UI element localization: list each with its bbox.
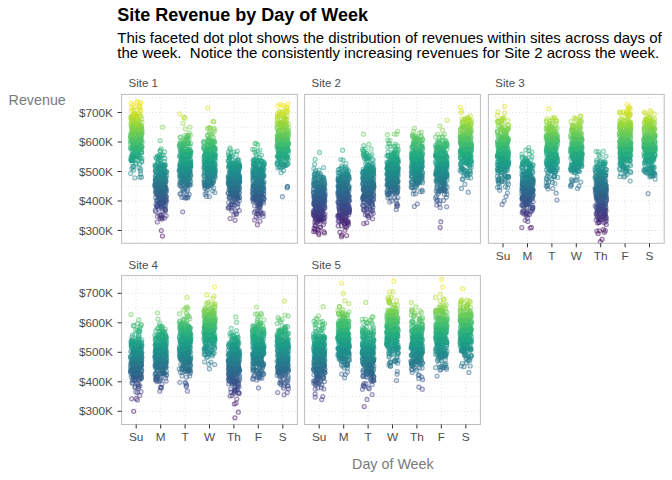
svg-text:Su: Su [129, 430, 143, 444]
svg-text:W: W [204, 430, 216, 444]
svg-text:S: S [646, 249, 654, 263]
svg-text:Site 1: Site 1 [129, 77, 158, 89]
svg-text:$400K: $400K [79, 375, 113, 389]
svg-text:Th: Th [594, 249, 608, 263]
svg-text:Site Revenue by Day of Week: Site Revenue by Day of Week [117, 5, 369, 25]
svg-text:W: W [387, 430, 399, 444]
svg-text:Revenue: Revenue [9, 92, 66, 108]
svg-text:$300K: $300K [79, 224, 113, 238]
svg-text:F: F [438, 430, 445, 444]
svg-text:$500K: $500K [79, 165, 113, 179]
svg-text:Th: Th [227, 430, 241, 444]
svg-text:$600K: $600K [79, 135, 113, 149]
svg-text:$400K: $400K [79, 194, 113, 208]
svg-text:Site 2: Site 2 [312, 77, 341, 89]
svg-text:$500K: $500K [79, 345, 113, 359]
svg-text:Su: Su [496, 249, 510, 263]
svg-text:M: M [156, 430, 166, 444]
svg-text:Su: Su [312, 430, 326, 444]
svg-text:the week. Notice the consiste: the week. Notice the consistently increa… [117, 44, 659, 61]
svg-text:Site 5: Site 5 [312, 259, 341, 271]
svg-text:M: M [339, 430, 349, 444]
svg-text:Th: Th [410, 430, 424, 444]
svg-text:T: T [548, 249, 555, 263]
svg-text:S: S [462, 430, 470, 444]
svg-text:Site 4: Site 4 [129, 259, 159, 271]
svg-text:T: T [364, 430, 371, 444]
svg-text:$700K: $700K [79, 106, 113, 120]
svg-text:Site 3: Site 3 [495, 77, 524, 89]
svg-text:M: M [523, 249, 533, 263]
svg-text:T: T [181, 430, 188, 444]
svg-text:F: F [621, 249, 628, 263]
svg-text:$300K: $300K [79, 404, 113, 418]
svg-text:$600K: $600K [79, 316, 113, 330]
svg-text:S: S [279, 430, 287, 444]
svg-text:F: F [255, 430, 262, 444]
svg-text:$700K: $700K [79, 286, 113, 300]
svg-text:Day of Week: Day of Week [352, 456, 434, 472]
svg-text:W: W [571, 249, 583, 263]
